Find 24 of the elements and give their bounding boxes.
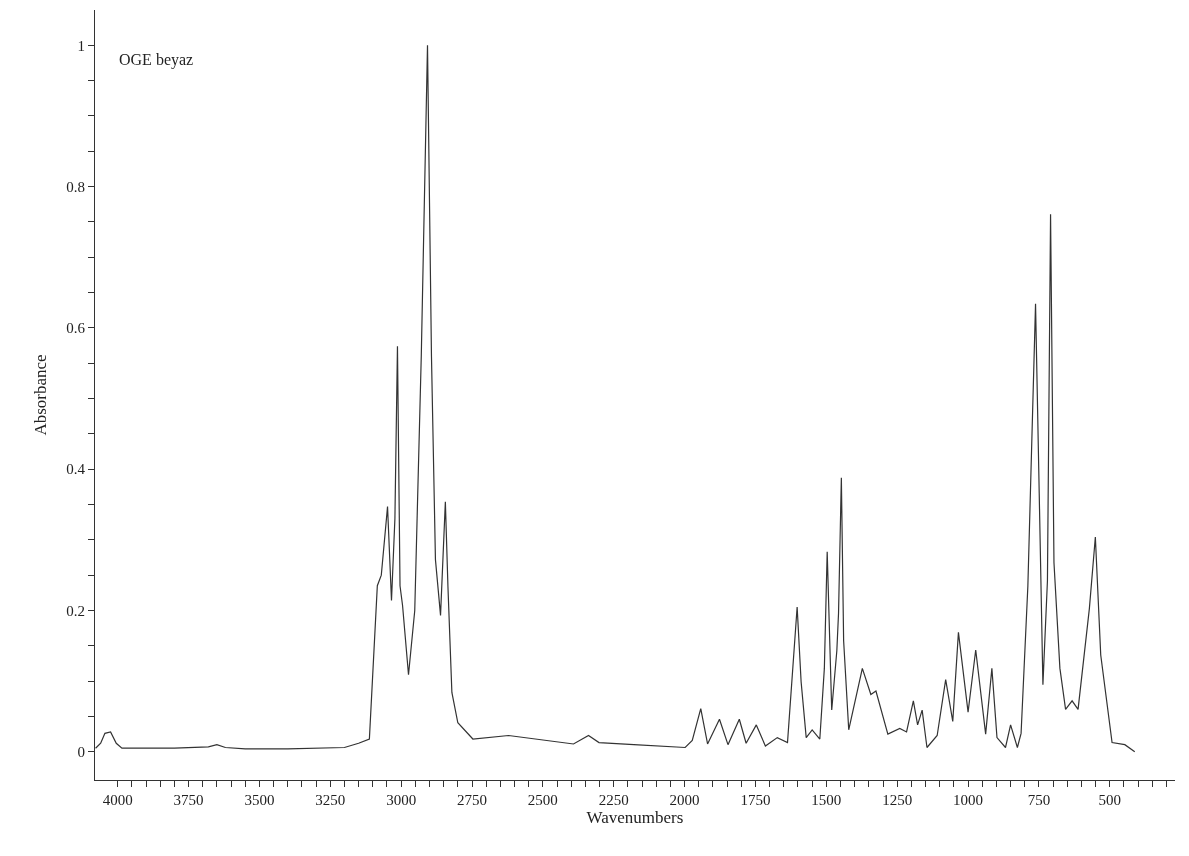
y-tick-label: 0.2	[66, 602, 85, 619]
y-tick-label: 0.6	[66, 320, 86, 337]
x-axis-title: Wavenumbers	[586, 808, 684, 827]
annotation: OGE beyaz	[119, 51, 194, 69]
y-tick-label: 1	[77, 37, 85, 54]
x-tick-label: 2250	[598, 792, 629, 808]
x-tick-label: 1500	[811, 792, 842, 808]
x-tick-label: 1000	[953, 792, 984, 808]
x-tick-label: 3500	[244, 792, 275, 808]
y-tick-label: 0.8	[66, 178, 85, 195]
y-tick-label: 0.4	[66, 461, 86, 478]
x-tick-label: 4000	[102, 792, 133, 808]
x-tick-label: 750	[1027, 792, 1051, 808]
y-tick-label: 0	[77, 743, 85, 760]
y-axis-title: Absorbance	[30, 354, 50, 436]
x-tick-label: 2750	[457, 792, 488, 808]
x-tick-label: 1750	[740, 792, 771, 808]
x-tick-label: 2500	[527, 792, 558, 808]
x-tick-label: 3750	[173, 792, 204, 808]
x-tick-label: 2000	[669, 792, 700, 808]
x-tick-label: 500	[1098, 792, 1122, 808]
x-tick-label: 3000	[386, 792, 417, 808]
x-tick-label: 3250	[315, 792, 346, 808]
x-tick-label: 1250	[882, 792, 913, 808]
